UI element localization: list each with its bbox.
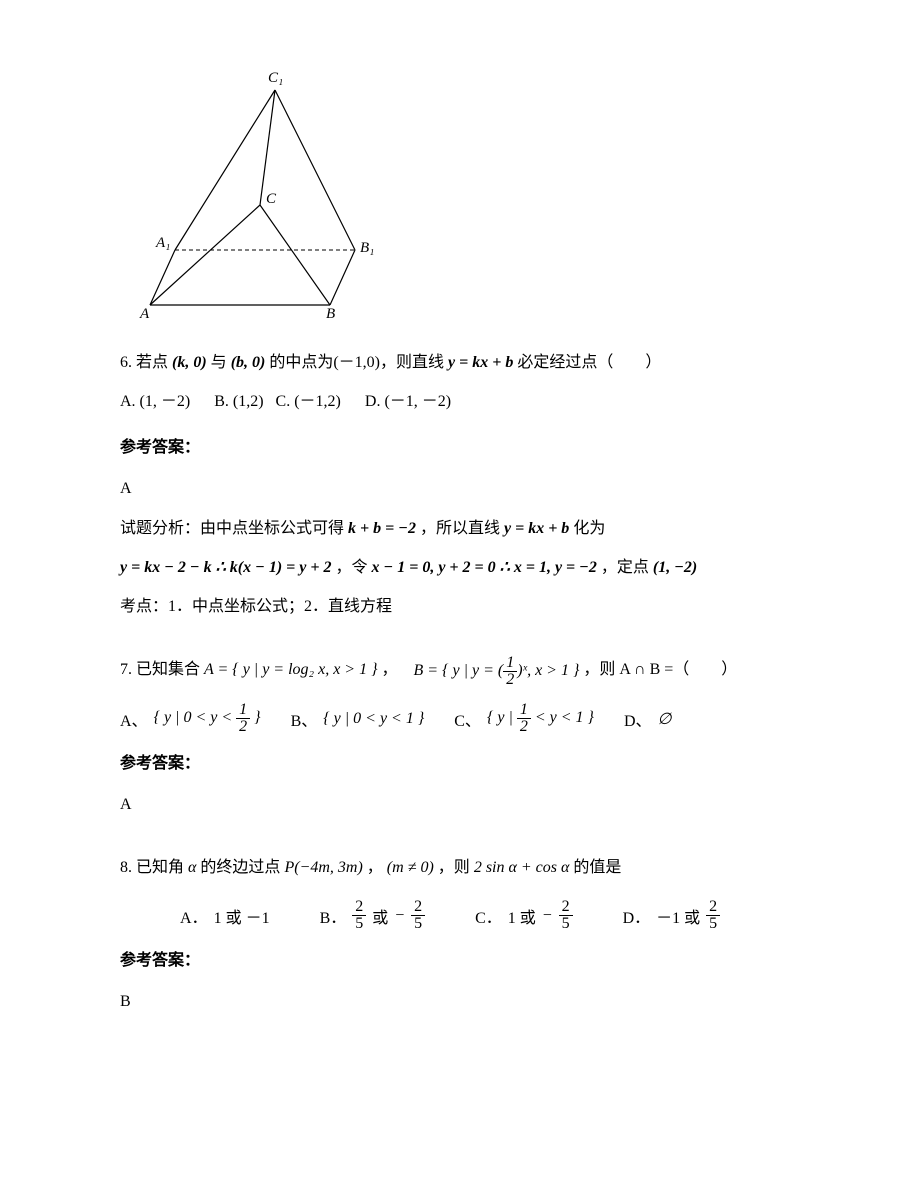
q6-line2-mid: ，令	[335, 559, 367, 576]
q8-stem: 8. 已知角 α 的终边过点 P(−4m, 3m) ， (m ≠ 0) ，则 2…	[120, 850, 800, 885]
q6-answer: A	[120, 471, 800, 506]
label-A1: A₁	[155, 235, 170, 251]
q6-kaodian: 考点：1．中点坐标公式；2．直线方程	[120, 589, 800, 624]
prism-svg: C₁ C A₁ B₁ A B	[120, 60, 380, 320]
q6-pt1: (k, 0)	[172, 354, 207, 371]
q6-eq2: y = kx + b	[504, 520, 569, 537]
q7-opt-d: D、 ∅	[624, 707, 672, 731]
q6-opt-b: B. (1,2)	[214, 393, 263, 410]
label-B: B	[326, 306, 335, 320]
label-C: C	[266, 191, 277, 207]
q6-opt-d: D. (－1, －2)	[365, 393, 451, 410]
q6-prefix: 6. 若点	[120, 354, 168, 371]
q8-suffix: 的值是	[573, 859, 621, 876]
q6-fixed-pt: (1, −2)	[653, 559, 697, 576]
q6-analysis-2: y = kx − 2 − k ∴ k(x − 1) = y + 2 ，令 x −…	[120, 550, 800, 585]
prism-figure: C₁ C A₁ B₁ A B	[120, 60, 800, 325]
q6-line2-suffix: ，定点	[601, 559, 649, 576]
q8-mid2: ，	[367, 859, 383, 876]
q8-prefix: 8. 已知角	[120, 859, 184, 876]
q7-prefix: 7. 已知集合	[120, 661, 200, 678]
q8-answer: B	[120, 984, 800, 1019]
label-A: A	[139, 306, 150, 320]
q6-suffix: 必定经过点（ ）	[517, 354, 661, 371]
q7-stem: 7. 已知集合 A = { y | y = log₂ x, x > 1 } ， …	[120, 652, 800, 688]
q6-answer-label: 参考答案：	[120, 433, 800, 457]
label-C1: C₁	[268, 70, 283, 86]
q8-point: P(−4m, 3m)	[284, 859, 362, 876]
q6-analysis-mid2: 化为	[573, 520, 605, 537]
q7-opt-a: A、 { y | 0 < y < 12 }	[120, 702, 261, 735]
q6-eq1: k + b = −2	[348, 520, 416, 537]
q6-analysis-prefix: 试题分析：由中点坐标公式可得	[120, 520, 344, 537]
q6-mid: 与	[211, 354, 227, 371]
q6-line2-eq: y = kx − 2 − k ∴ k(x − 1) = y + 2	[120, 559, 331, 576]
q6-stem-mid: 的中点为(－1,0)，则直线	[269, 354, 444, 371]
q7-comma1: ，	[382, 661, 398, 678]
q7-opt-b: B、 { y | 0 < y < 1 }	[291, 707, 425, 731]
label-B1: B₁	[360, 240, 374, 256]
q8-opt-b: B． 25 或 − 25	[320, 899, 426, 932]
q8-options: A． 1 或 －1 B． 25 或 − 25 C． 1 或 − 25 D． －1…	[120, 899, 800, 932]
q8-opt-d: D． －1 或 25	[623, 899, 721, 932]
q6-line2-eq2: x − 1 = 0, y + 2 = 0 ∴ x = 1, y = −2	[372, 559, 597, 576]
q7-answer: A	[120, 787, 800, 822]
q8-opt-a: A． 1 或 －1	[180, 904, 270, 928]
q7-suffix: ，则 A ∩ B =（ ）	[583, 661, 737, 678]
q8-mid3: ，则	[438, 859, 470, 876]
q8-expr: 2 sin α + cos α	[474, 859, 570, 876]
q8-opt-c: C． 1 或 − 25	[475, 899, 573, 932]
q8-cond: (m ≠ 0)	[387, 859, 434, 876]
q6-options: A. (1, －2) B. (1,2) C. (－1,2) D. (－1, －2…	[120, 384, 800, 419]
q6-stem: 6. 若点 (k, 0) 与 (b, 0) 的中点为(－1,0)，则直线 y =…	[120, 345, 800, 380]
q7-options: A、 { y | 0 < y < 12 } B、 { y | 0 < y < 1…	[120, 702, 800, 735]
q7-answer-label: 参考答案：	[120, 749, 800, 773]
q6-opt-c: C. (－1,2)	[276, 393, 341, 410]
q7-setA: A = { y | y = log₂ x, x > 1 }	[204, 661, 377, 678]
q6-opt-a: A. (1, －2)	[120, 393, 190, 410]
q7-opt-c: C、 { y | 12 < y < 1 }	[454, 702, 594, 735]
q8-mid1: 的终边过点	[200, 859, 280, 876]
q6-pt2: (b, 0)	[231, 354, 266, 371]
q8-alpha: α	[188, 859, 196, 876]
q6-lineeq: y = kx + b	[448, 354, 513, 371]
q8-answer-label: 参考答案：	[120, 946, 800, 970]
q7-setB: B = { y | y = (12)ˣ, x > 1 }	[414, 662, 584, 679]
q6-analysis-mid1: ，所以直线	[420, 520, 500, 537]
q6-analysis-1: 试题分析：由中点坐标公式可得 k + b = −2 ，所以直线 y = kx +…	[120, 511, 800, 546]
